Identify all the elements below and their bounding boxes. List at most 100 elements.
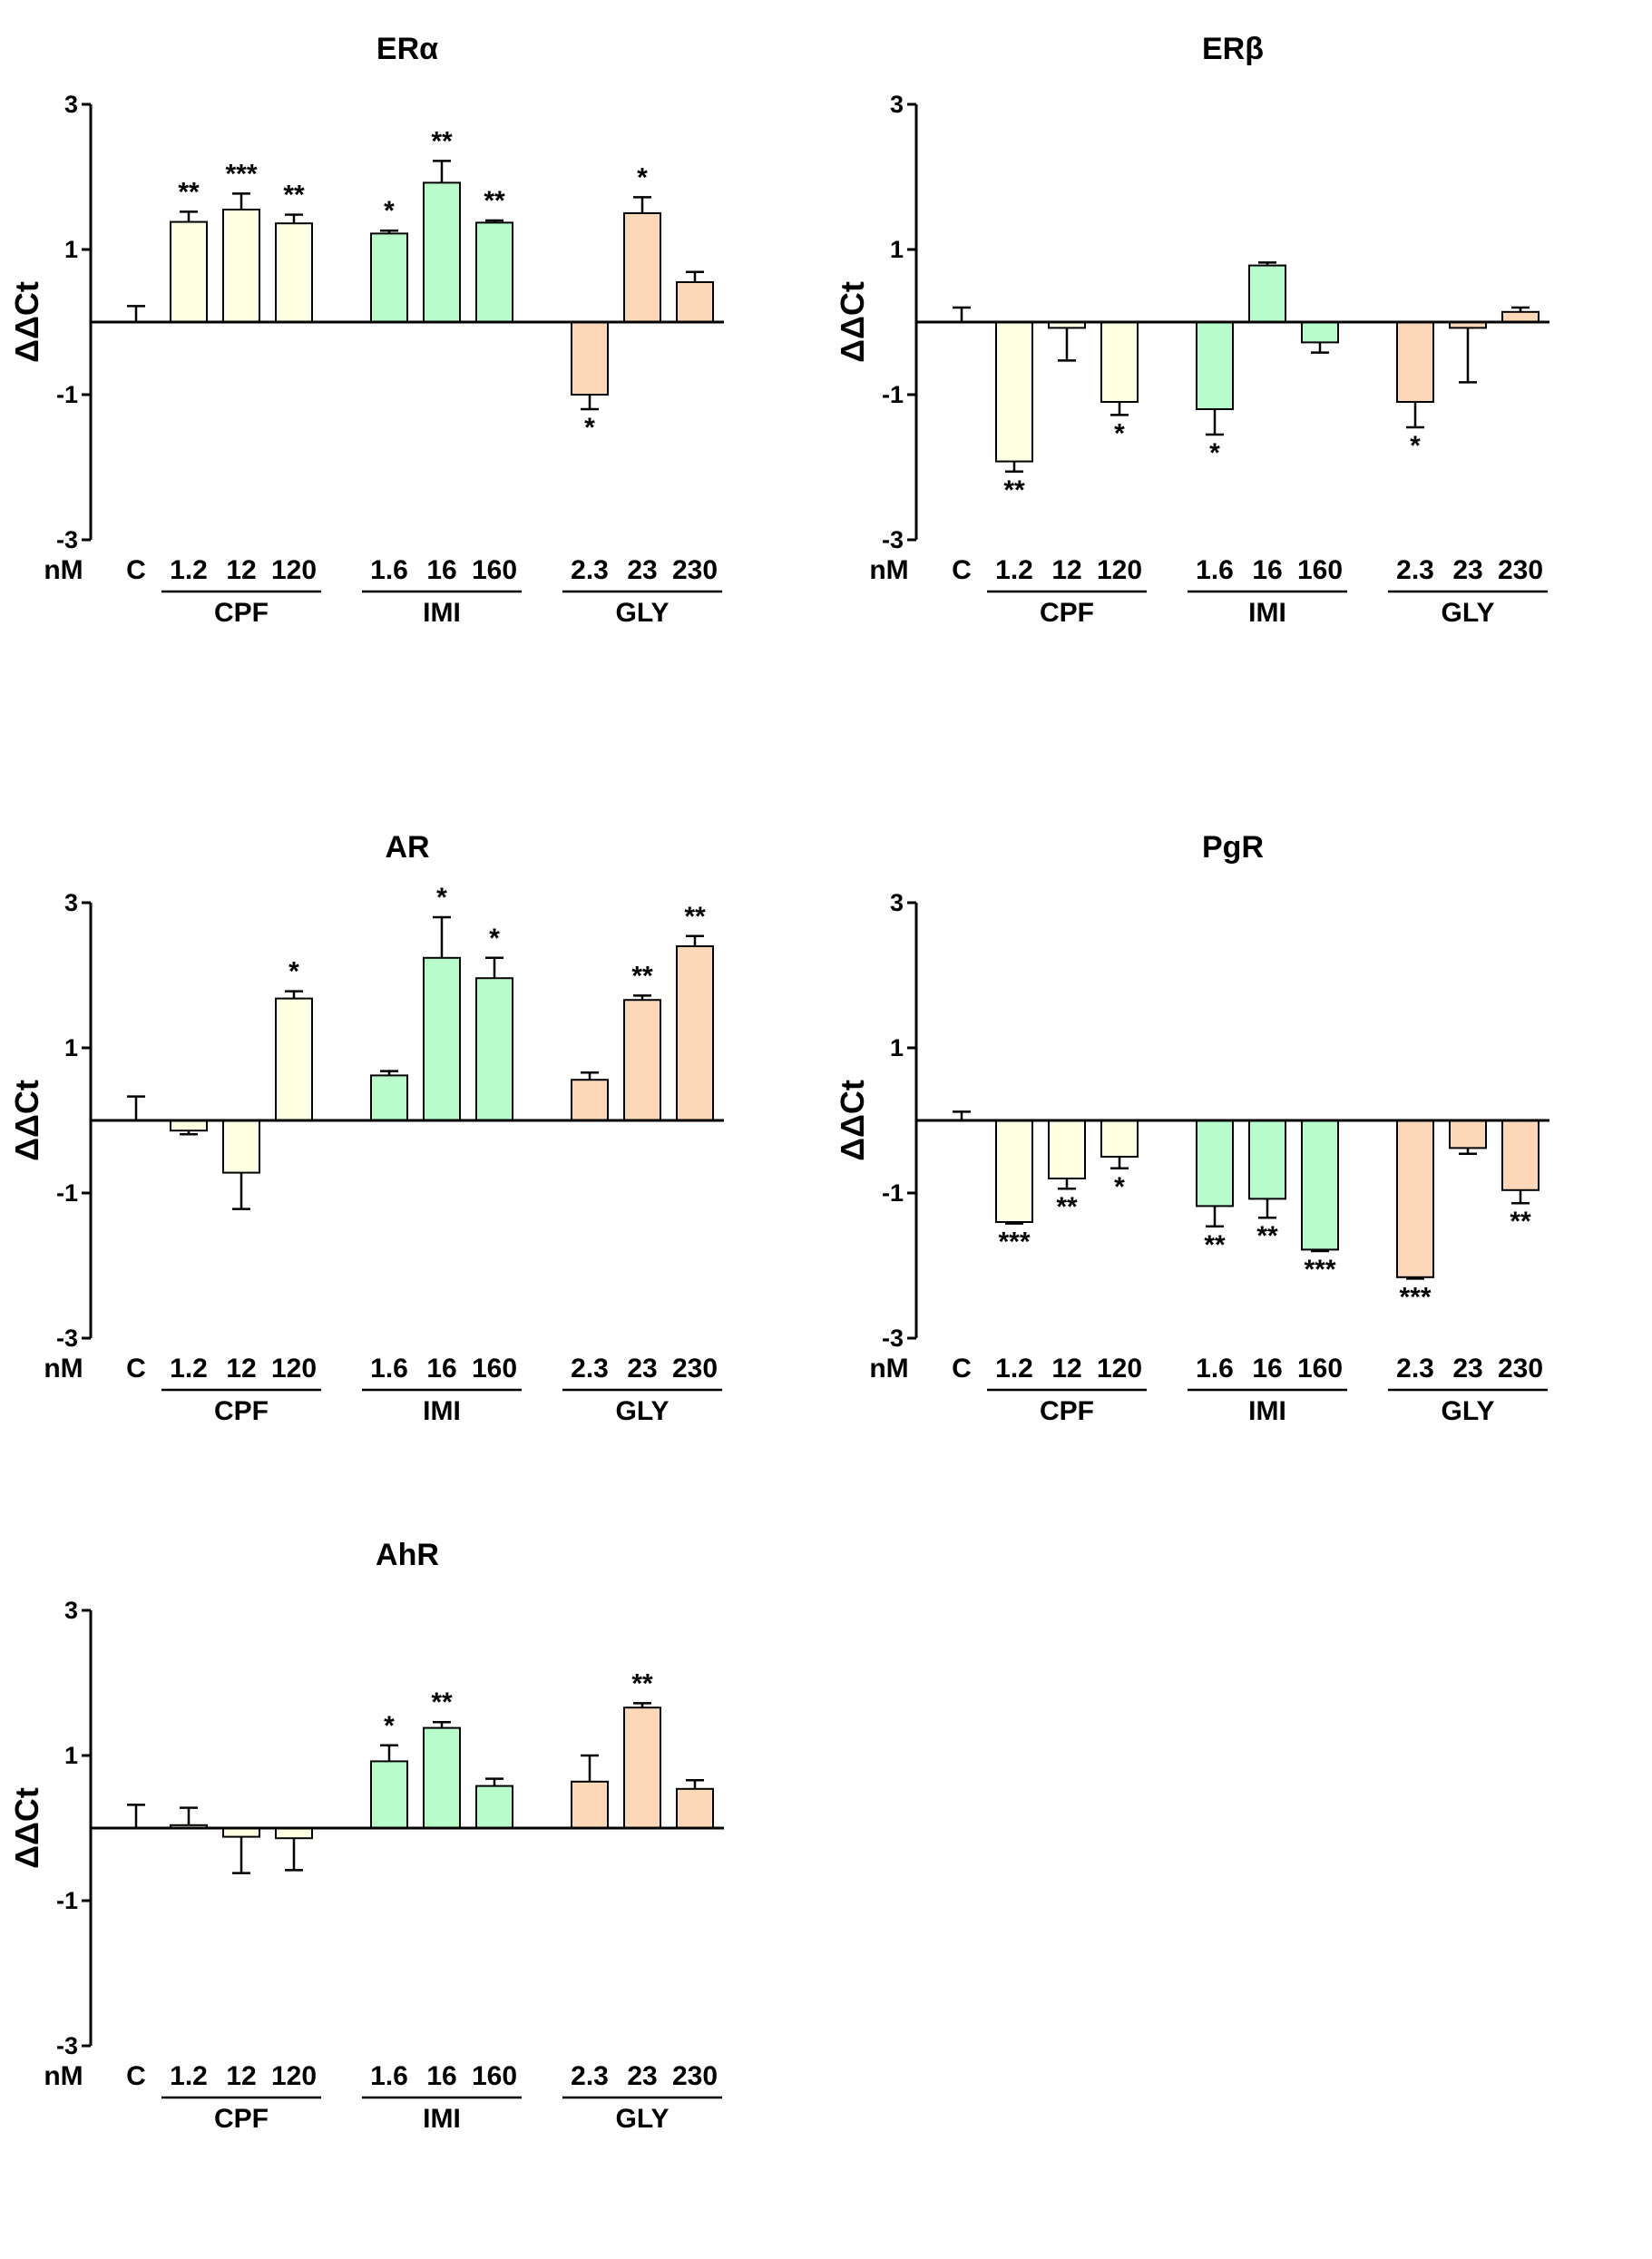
y-tick-label: 1 (64, 1034, 78, 1061)
significance-label: * (1410, 431, 1421, 461)
significance-label: *** (1304, 1255, 1335, 1285)
chart-title: ERβ (1202, 32, 1264, 66)
group-label: IMI (423, 598, 461, 628)
significance-label: * (384, 1711, 395, 1741)
unit-label: nM (44, 1354, 83, 1384)
bar (676, 1787, 714, 1829)
x-tick-label: 16 (426, 555, 456, 585)
bar (571, 1780, 609, 1829)
x-tick-label: 12 (1051, 555, 1081, 585)
chart-panel-er-alpha: ERα -3 -1 1 3 ΔΔCt C ** 1.2 *** 12 ** 120 * 1.6 ** 16 ** 1… (0, 0, 826, 753)
significance-label: ** (1056, 1192, 1078, 1222)
significance-label: *** (998, 1227, 1030, 1257)
x-tick-label: C (952, 1354, 972, 1384)
y-tick-label: 1 (64, 1742, 78, 1769)
significance-label: ** (1510, 1207, 1531, 1237)
x-tick-label: 1.6 (370, 2061, 408, 2091)
y-tick-label: -3 (882, 526, 904, 553)
x-tick-label: 1.6 (1196, 555, 1234, 585)
y-tick-label: -1 (56, 1179, 78, 1207)
bar (1100, 1120, 1139, 1158)
x-tick-label: 230 (672, 2061, 718, 2091)
y-tick-label: 3 (64, 889, 78, 916)
chart-panel-pgr: PgR -3 -1 1 3 ΔΔCt C *** 1.2 ** 12 * 120 ** 1.6 ** 16 ***… (826, 798, 1651, 1551)
y-tick-label: -3 (56, 1325, 78, 1352)
significance-label: ** (1003, 475, 1025, 505)
x-tick-label: 16 (1252, 1354, 1282, 1384)
bar (475, 221, 513, 323)
x-tick-label: 1.2 (995, 555, 1033, 585)
bar (170, 220, 208, 324)
x-tick-label: 12 (226, 2061, 256, 2091)
significance-label: ** (283, 181, 305, 210)
significance-label: * (288, 957, 299, 987)
bar (370, 1074, 408, 1121)
x-tick-label: 160 (472, 555, 517, 585)
chart-title: AhR (376, 1538, 439, 1572)
x-tick-label: 120 (271, 2061, 317, 2091)
group-label: CPF (214, 2104, 269, 2134)
bar (1301, 1120, 1339, 1251)
x-tick-label: 160 (1297, 555, 1343, 585)
x-tick-label: 2.3 (571, 1354, 609, 1384)
bar (1100, 321, 1139, 403)
x-tick-label: 2.3 (1396, 1354, 1434, 1384)
bar (275, 997, 313, 1121)
chart-svg: PgR-3-113ΔΔCtC***1.2**12*120**1.6**16***… (834, 830, 1549, 1426)
significance-label: * (489, 924, 500, 953)
x-tick-label: 12 (226, 555, 256, 585)
y-tick-label: 1 (890, 1034, 904, 1061)
x-tick-label: 120 (271, 555, 317, 585)
bar (1048, 1120, 1086, 1179)
x-tick-label: 230 (1498, 555, 1543, 585)
significance-label: ** (684, 902, 706, 932)
bar (423, 181, 461, 323)
significance-label: * (384, 196, 395, 226)
x-tick-label: 16 (1252, 555, 1282, 585)
significance-label: *** (225, 159, 257, 189)
group-label: GLY (616, 598, 670, 628)
bar (1449, 1120, 1487, 1149)
y-axis-label: ΔΔCt (834, 1080, 871, 1161)
bar (222, 209, 260, 323)
significance-label: ** (1256, 1221, 1278, 1251)
unit-label: nM (44, 555, 83, 585)
significance-label: ** (631, 961, 653, 991)
chart-panel-er-beta: ERβ -3 -1 1 3 ΔΔCt C ** 1.2 12 * 120 * 1.6 16 160 * 2.3 23… (826, 0, 1651, 753)
x-tick-label: 1.6 (370, 555, 408, 585)
bar (676, 281, 714, 323)
x-tick-label: 23 (1452, 555, 1482, 585)
group-label: CPF (214, 598, 269, 628)
x-tick-label: 23 (627, 2061, 657, 2091)
x-tick-label: 120 (271, 1354, 317, 1384)
group-label: IMI (423, 1396, 461, 1426)
chart-title: AR (385, 830, 429, 865)
x-tick-label: C (126, 1354, 146, 1384)
unit-label: nM (869, 555, 908, 585)
x-tick-label: C (126, 2061, 146, 2091)
y-axis-label: ΔΔCt (8, 281, 45, 363)
significance-label: * (436, 883, 447, 913)
y-axis-label: ΔΔCt (8, 1080, 45, 1161)
y-tick-label: -1 (882, 1179, 904, 1207)
group-label: GLY (616, 2104, 670, 2134)
bar (1396, 1120, 1434, 1278)
x-tick-label: 160 (472, 2061, 517, 2091)
y-tick-label: -1 (882, 381, 904, 408)
significance-label: * (584, 413, 595, 443)
chart-panel-ahr: AhR -3 -1 1 3 ΔΔCt C 1.2 12 120 * 1.6 ** 16 160 2.3 ** 23… (0, 1506, 826, 2259)
x-tick-label: C (952, 555, 972, 585)
x-tick-label: 12 (1051, 1354, 1081, 1384)
y-tick-label: 3 (890, 889, 904, 916)
y-tick-label: 3 (64, 91, 78, 118)
y-tick-label: -1 (56, 1887, 78, 1914)
y-tick-label: 1 (890, 236, 904, 263)
bar (423, 956, 461, 1121)
group-label: GLY (616, 1396, 670, 1426)
x-tick-label: 160 (472, 1354, 517, 1384)
y-tick-label: -3 (882, 1325, 904, 1352)
bar (1501, 310, 1540, 323)
significance-label: * (1114, 418, 1125, 448)
y-tick-label: -3 (56, 526, 78, 553)
